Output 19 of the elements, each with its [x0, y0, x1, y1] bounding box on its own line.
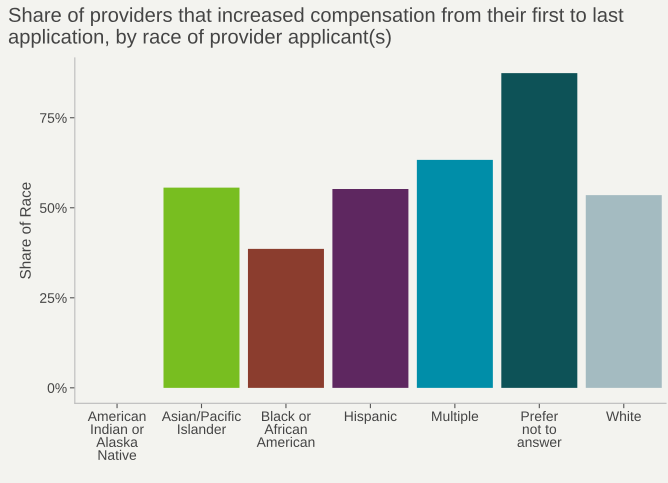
chart-title: Share of providers that increased compensation from their first to last application, by race of provider applicant(s): [8, 7, 624, 48]
bar: [416, 160, 493, 388]
x-tick-label: Asian/Pacific Islander: [162, 410, 241, 434]
bar: [163, 188, 240, 388]
y-axis-title: Share of Race: [20, 182, 31, 279]
bar: [501, 73, 578, 388]
x-tick-label: White: [606, 410, 641, 422]
bar: [332, 189, 408, 388]
x-tick-label: Multiple: [432, 410, 478, 424]
y-tick-label: 25%: [40, 293, 67, 303]
y-tick-label: 0%: [48, 383, 67, 393]
x-tick-label: Hispanic: [344, 410, 397, 424]
bar: [586, 195, 662, 388]
x-tick-label: Prefer not to answer: [518, 410, 562, 448]
bar: [248, 248, 324, 388]
y-tick-label: 75%: [40, 113, 67, 123]
x-tick-label: Black or African American: [256, 410, 314, 448]
y-tick-label: 50%: [40, 203, 67, 213]
x-tick-label: American Indian or Alaska Native: [88, 410, 146, 460]
